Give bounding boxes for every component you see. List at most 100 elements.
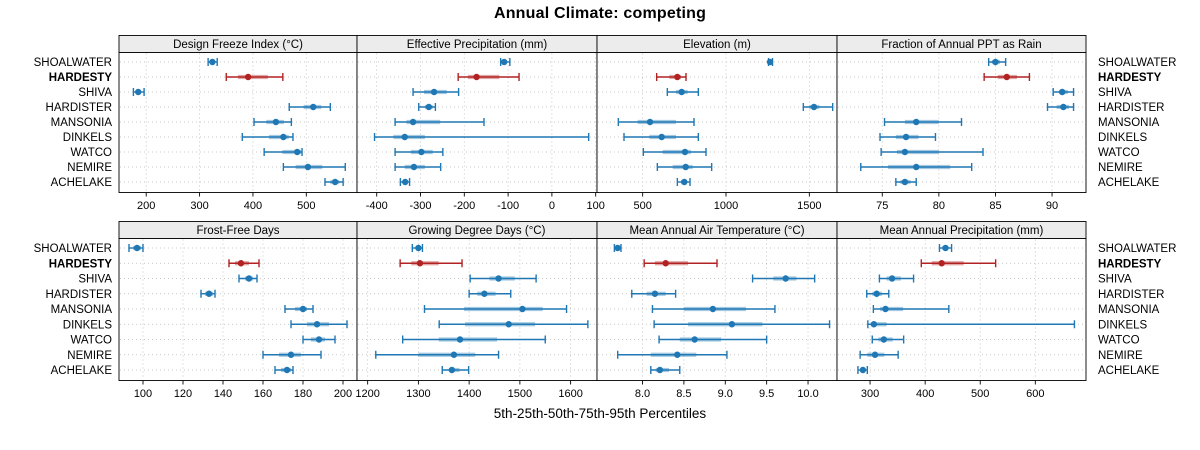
- axis-tick-label: 400: [244, 200, 262, 212]
- site-label-right: ACHELAKE: [1098, 177, 1160, 189]
- axis-tick-label: 9.5: [759, 388, 774, 400]
- panel-row-2: SHOALWATER SHOALWATER HARDESTY HARDESTY SHIV…: [34, 221, 1176, 400]
- axis-tick-label: 200: [137, 200, 155, 212]
- site-label-right: NEMIRE: [1098, 162, 1143, 174]
- site-label-right: MANSONIA: [1098, 117, 1160, 129]
- site-label-right: HARDISTER: [1098, 102, 1164, 114]
- median-dot: [205, 290, 213, 297]
- median-dot: [237, 260, 245, 267]
- median-dot: [888, 275, 896, 282]
- site-label-left: HARDISTER: [46, 102, 112, 114]
- median-dot: [473, 73, 480, 81]
- panel-effective-precipitation-mm: Effective Precipitation (mm) -400 -300 -200…: [356, 35, 605, 212]
- median-dot: [913, 118, 920, 126]
- site-label-left: MANSONIA: [51, 304, 113, 316]
- median-dot: [901, 148, 909, 156]
- median-dot: [942, 244, 949, 252]
- median-dot: [401, 178, 409, 186]
- panel-fraction-of-annual-ppt-as-rain: Fraction of Annual PPT as Rain 75 80 85 90: [836, 35, 1087, 212]
- axis-tick-label: 600: [1026, 388, 1044, 400]
- median-dot: [691, 336, 698, 343]
- median-dot: [681, 148, 689, 156]
- median-dot: [410, 163, 418, 171]
- axis-tick-label: -100: [497, 200, 519, 212]
- median-dot: [938, 260, 945, 267]
- site-label-right: MANSONIA: [1098, 304, 1160, 316]
- axis-tick-label: 1000: [714, 200, 738, 212]
- axis-tick-label: 80: [933, 200, 945, 212]
- median-dot: [678, 88, 685, 96]
- median-dot: [682, 163, 689, 171]
- site-label-left: SHOALWATER: [34, 57, 112, 69]
- median-dot: [782, 275, 789, 282]
- median-dot: [674, 73, 681, 81]
- site-label-left: ACHELAKE: [51, 365, 113, 377]
- plot-area: [118, 238, 358, 381]
- median-dot: [495, 275, 502, 282]
- site-label-left: SHOALWATER: [34, 243, 112, 255]
- axis-tick-label: 8.5: [676, 388, 691, 400]
- median-dot: [902, 133, 910, 141]
- median-dot: [409, 118, 417, 126]
- median-dot: [456, 336, 464, 343]
- median-dot: [310, 103, 317, 111]
- site-label-right: SHIVA: [1098, 87, 1132, 99]
- median-dot: [287, 351, 295, 358]
- median-dot: [728, 321, 736, 328]
- axis-tick-label: 1400: [457, 388, 481, 400]
- site-label-right: WATCO: [1098, 147, 1140, 159]
- median-dot: [766, 58, 774, 66]
- axis-tick-label: -200: [453, 200, 475, 212]
- median-dot: [425, 103, 433, 111]
- axis-tick-label: 140: [214, 388, 232, 400]
- median-dot: [810, 103, 818, 111]
- site-label-left: HARDESTY: [49, 72, 113, 84]
- site-label-left: MANSONIA: [51, 117, 113, 129]
- median-dot: [133, 244, 141, 252]
- axis-tick-label: 500: [971, 388, 989, 400]
- panel-elevation-m: Elevation (m) 500 1000 1500: [596, 35, 838, 212]
- median-dot: [859, 366, 867, 374]
- site-label-left: WATCO: [70, 335, 112, 347]
- site-label-right: DINKELS: [1098, 319, 1148, 331]
- site-label-right: SHOALWATER: [1098, 57, 1176, 69]
- axis-tick-label: 9.0: [718, 388, 733, 400]
- panel-title: Growing Degree Days (°C): [409, 225, 546, 237]
- median-dot: [882, 305, 889, 313]
- axis-tick-label: 90: [1046, 200, 1058, 212]
- site-label-right: HARDESTY: [1098, 72, 1162, 84]
- median-dot: [709, 305, 717, 313]
- axis-tick-label: 1500: [508, 388, 532, 400]
- median-dot: [315, 336, 323, 343]
- site-label-right: SHOALWATER: [1098, 243, 1176, 255]
- median-dot: [415, 244, 422, 252]
- panel-title: Mean Annual Precipitation (mm): [880, 225, 1044, 237]
- site-label-right: ACHELAKE: [1098, 365, 1160, 377]
- median-dot: [448, 366, 456, 374]
- axis-tick-label: 1600: [558, 388, 582, 400]
- axis-tick-label: 300: [190, 200, 208, 212]
- median-dot: [880, 336, 888, 343]
- axis-tick-label: 75: [876, 200, 888, 212]
- axis-tick-label: 85: [989, 200, 1001, 212]
- axis-tick-label: 1200: [355, 388, 379, 400]
- median-dot: [280, 133, 287, 141]
- axis-tick-label: -400: [366, 200, 388, 212]
- median-dot: [209, 58, 216, 66]
- median-dot: [662, 260, 669, 267]
- plot-area: [118, 52, 358, 193]
- axis-caption: 5th-25th-50th-75th-95th Percentiles: [493, 406, 707, 421]
- median-dot: [658, 133, 665, 141]
- axis-tick-label: 1300: [406, 388, 430, 400]
- median-dot: [901, 178, 909, 186]
- median-dot: [992, 58, 999, 66]
- site-label-left: ACHELAKE: [51, 177, 113, 189]
- axis-tick-label: 1500: [797, 200, 821, 212]
- median-dot: [913, 163, 920, 171]
- panel-title: Elevation (m): [683, 39, 751, 51]
- median-dot: [871, 351, 879, 358]
- site-label-left: HARDESTY: [49, 258, 113, 270]
- site-label-right: HARDESTY: [1098, 258, 1162, 270]
- median-dot: [1003, 73, 1010, 81]
- median-dot: [430, 88, 438, 96]
